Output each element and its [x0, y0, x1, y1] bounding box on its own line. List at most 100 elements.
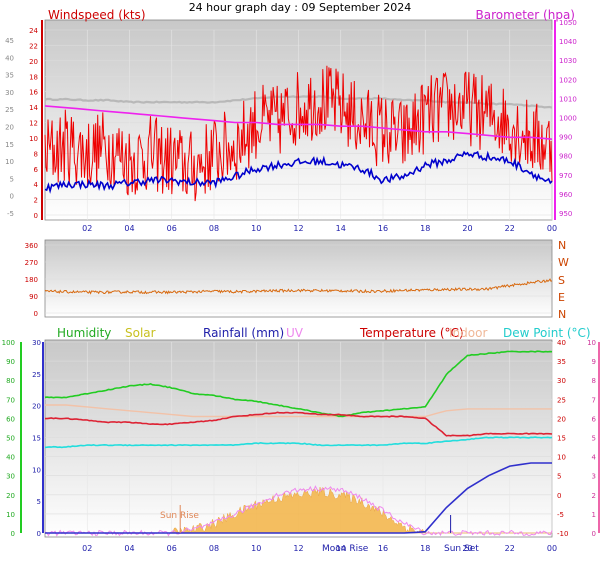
temperature-tick-label: -5	[557, 511, 564, 519]
direction-tick-label: 180	[25, 276, 38, 284]
temperature-tick-label: 0	[557, 492, 561, 500]
baro-tick-label: 990	[559, 134, 572, 142]
wind-direction-line	[44, 278, 553, 295]
weather-hour-label: 16	[378, 544, 388, 553]
wind-hour-label: 12	[293, 224, 303, 233]
uv-label: UV	[286, 326, 304, 340]
weather-hour-label: 08	[209, 544, 219, 553]
uv-tick-label: 10	[587, 339, 596, 347]
humidity-tick-label: 60	[6, 415, 15, 423]
baro-tick-label: 1000	[559, 115, 577, 123]
wind-outer-tick-label: 25	[5, 106, 14, 114]
wind-tick-label: 14	[29, 104, 38, 112]
uv-line	[44, 485, 553, 537]
wind-gust-line	[44, 65, 553, 202]
solar-label: Solar	[125, 326, 156, 340]
temperature-tick-label: -10	[557, 530, 568, 538]
wind-hour-label: 22	[505, 224, 515, 233]
wind-hour-label: 02	[82, 224, 92, 233]
weather-hour-label: 02	[82, 544, 92, 553]
rainfall-tick-label: 30	[32, 339, 41, 347]
rainfall-tick-label: 5	[37, 498, 41, 506]
compass-label: W	[558, 256, 569, 269]
humidity-tick-label: 0	[11, 530, 15, 538]
wind-hour-label: 14	[336, 224, 346, 233]
temperature-tick-label: 40	[557, 339, 566, 347]
dewpoint-line	[44, 436, 553, 449]
wind-outer-tick-label: 35	[5, 72, 14, 80]
baro-tick-label: 970	[559, 172, 572, 180]
direction-tick-label: 90	[29, 293, 38, 301]
humidity-tick-label: 90	[6, 358, 15, 366]
humidity-tick-label: 10	[6, 511, 15, 519]
wind-outer-tick-label: 20	[5, 124, 14, 132]
wind-tick-label: 12	[29, 120, 38, 128]
baro-tick-label: 980	[559, 153, 572, 161]
indoor-label: Indoor	[449, 326, 487, 340]
baro-axis-bar	[554, 20, 556, 220]
barometer-line	[44, 105, 553, 140]
uv-tick-label: 1	[592, 511, 596, 519]
direction-panel-bg	[44, 239, 553, 318]
rainfall-axis-bar	[42, 342, 44, 533]
wind-hour-label: 20	[462, 224, 472, 233]
wind-axis-bar	[41, 20, 43, 220]
uv-axis-bar	[598, 342, 600, 533]
windspeed-label: Windspeed (kts)	[48, 8, 146, 22]
humidity-line	[44, 350, 553, 418]
rainfall-tick-label: 25	[32, 371, 41, 379]
humidity-label: Humidity	[57, 326, 111, 340]
baro-tick-label: 1040	[559, 38, 577, 46]
weather-hour-label: 14	[336, 544, 346, 553]
uv-tick-label: 8	[592, 377, 596, 385]
humidity-tick-label: 70	[6, 396, 15, 404]
wind-tick-label: 0	[34, 212, 38, 220]
humidity-tick-label: 100	[2, 339, 15, 347]
temperature-tick-label: 10	[557, 454, 566, 462]
wind-outer-tick-label: 15	[5, 141, 14, 149]
wind-outer-tick-label: 45	[5, 37, 14, 45]
uv-tick-label: 7	[592, 396, 596, 404]
rainfall-tick-label: 15	[32, 435, 41, 443]
baro-tick-label: 950	[559, 210, 572, 218]
wind-hour-label: 00	[547, 224, 557, 233]
weather-hour-label: 20	[462, 544, 472, 553]
temperature-tick-label: 5	[557, 473, 561, 481]
wind-hour-label: 08	[209, 224, 219, 233]
temperature-label: Temperature (°C)	[359, 326, 464, 340]
uv-tick-label: 9	[592, 358, 596, 366]
temperature-tick-label: 20	[557, 415, 566, 423]
weather-hour-label: 22	[505, 544, 515, 553]
temperature-tick-label: 25	[557, 396, 566, 404]
compass-label: S	[558, 274, 565, 287]
uv-tick-label: 0	[592, 530, 596, 538]
rainfall-line	[45, 462, 552, 534]
wind-tick-label: 8	[34, 150, 38, 158]
compass-label: E	[558, 291, 565, 304]
baro-tick-label: 1020	[559, 76, 577, 84]
wind-outer-tick-label: -5	[7, 210, 14, 218]
uv-tick-label: 3	[592, 473, 596, 481]
wind-hour-label: 06	[167, 224, 177, 233]
weather-hour-label: 12	[293, 544, 303, 553]
uv-tick-label: 4	[592, 454, 597, 462]
rainfall-tick-label: 10	[32, 466, 41, 474]
wind-outer-tick-label: 0	[10, 193, 14, 201]
temperature-tick-label: 30	[557, 377, 566, 385]
wind-tick-label: 6	[34, 166, 39, 174]
weather-hour-label: 04	[124, 544, 134, 553]
compass-label: N	[558, 308, 566, 321]
direction-tick-label: 270	[25, 259, 38, 267]
uv-tick-label: 2	[592, 492, 596, 500]
chart-title: 24 hour graph day : 09 September 2024	[189, 1, 412, 14]
wind-tick-label: 4	[34, 181, 39, 189]
temperature-line	[45, 411, 553, 437]
wind-outer-tick-label: 5	[10, 175, 14, 183]
direction-tick-label: 0	[34, 310, 38, 318]
direction-tick-label: 360	[25, 242, 38, 250]
baro-tick-label: 1030	[559, 57, 577, 65]
wind-tick-label: 10	[29, 135, 38, 143]
wind-average-line	[44, 150, 553, 194]
sunset-label: Sun Set	[444, 544, 479, 554]
wind-outer-tick-label: 40	[5, 54, 14, 62]
